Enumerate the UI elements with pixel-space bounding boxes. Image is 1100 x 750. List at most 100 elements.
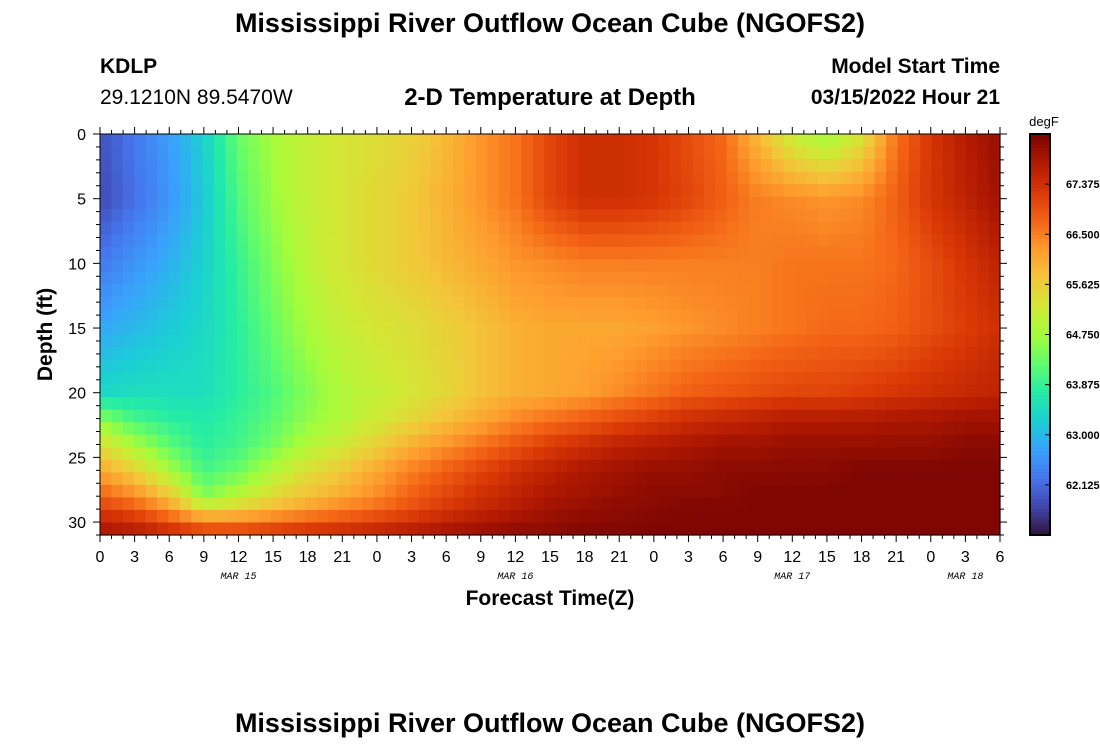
heatmap-cell (168, 134, 181, 148)
heatmap-cell (498, 159, 511, 173)
heatmap-cell (487, 459, 500, 473)
heatmap-cell (897, 447, 910, 461)
heatmap-cell (225, 522, 238, 536)
heatmap-cell (863, 522, 876, 536)
heatmap-cell (886, 384, 899, 398)
heatmap-cell (100, 459, 112, 473)
heatmap-cell (783, 522, 796, 536)
heatmap-cell (498, 397, 511, 411)
heatmap-cell (498, 296, 511, 311)
heatmap-cell (624, 347, 637, 361)
heatmap-cell (806, 296, 819, 311)
colorbar-swatch (1030, 200, 1050, 205)
colorbar-swatch (1030, 234, 1050, 239)
heatmap-cell (407, 134, 420, 148)
heatmap-cell (111, 409, 124, 423)
heatmap-cell (920, 397, 933, 411)
heatmap-cell (589, 259, 602, 273)
heatmap-cell (692, 447, 705, 461)
heatmap-cell (772, 321, 785, 336)
heatmap-cell (624, 321, 637, 336)
heatmap-cell (715, 246, 728, 260)
heatmap-cell (612, 221, 625, 235)
heatmap-cell (681, 409, 693, 423)
heatmap-cell (760, 409, 773, 423)
heatmap-cell (908, 522, 921, 536)
heatmap-cell (829, 196, 842, 210)
heatmap-cell (703, 522, 716, 536)
heatmap-cell (669, 209, 682, 223)
heatmap-cell (817, 196, 830, 210)
heatmap-cell (213, 296, 226, 311)
heatmap-cell (225, 434, 238, 448)
heatmap-cell (669, 359, 682, 373)
heatmap-cell (327, 234, 340, 248)
heatmap-cell (464, 397, 477, 411)
heatmap-cell (396, 271, 409, 285)
heatmap-cell (954, 397, 967, 411)
heatmap-cell (874, 321, 887, 336)
heatmap-cell (407, 397, 420, 411)
heatmap-cell (327, 434, 340, 448)
heatmap-cell (931, 459, 944, 473)
heatmap-cell (760, 397, 773, 411)
heatmap-cell (327, 484, 340, 499)
heatmap-cell (213, 347, 226, 361)
heatmap-cell (510, 221, 523, 235)
heatmap-cell (669, 234, 682, 248)
heatmap-cell (475, 422, 488, 436)
heatmap-cell (567, 146, 580, 160)
heatmap-cell (681, 159, 693, 173)
colorbar-tick-label: 64.750 (1066, 330, 1100, 342)
heatmap-cell (134, 509, 147, 524)
colorbar-swatch (1030, 431, 1050, 436)
heatmap-cell (225, 234, 238, 248)
heatmap-cell (270, 409, 283, 423)
heatmap-cell (544, 347, 557, 361)
heatmap-cell (658, 159, 671, 173)
heatmap-cell (122, 447, 135, 461)
heatmap-cell (156, 159, 169, 173)
heatmap-cell (259, 434, 272, 448)
heatmap-cell (430, 259, 443, 273)
heatmap-cell (612, 397, 625, 411)
heatmap-cell (100, 246, 112, 260)
heatmap-cell (475, 321, 488, 336)
heatmap-cell (453, 484, 466, 499)
heatmap-cell (703, 372, 716, 386)
heatmap-cell (213, 246, 226, 260)
heatmap-cell (498, 422, 511, 436)
heatmap-cell (954, 372, 967, 386)
heatmap-cell (669, 196, 682, 210)
heatmap-cell (327, 271, 340, 285)
heatmap-cell (145, 522, 158, 536)
heatmap-cell (407, 409, 420, 423)
heatmap-cell (475, 171, 488, 185)
heatmap-cell (373, 146, 386, 160)
heatmap-cell (589, 334, 602, 348)
heatmap-cell (453, 497, 466, 511)
heatmap-cell (156, 134, 169, 148)
heatmap-cell (498, 284, 511, 298)
heatmap-cell (350, 196, 363, 210)
heatmap-cell (418, 309, 431, 323)
heatmap-cell (259, 246, 272, 260)
heatmap-cell (601, 321, 614, 336)
heatmap-cell (943, 334, 956, 348)
heatmap-cell (544, 334, 557, 348)
heatmap-cell (783, 259, 796, 273)
heatmap-cell (658, 296, 671, 311)
heatmap-cell (760, 522, 773, 536)
heatmap-cell (111, 271, 124, 285)
heatmap-cell (384, 472, 397, 486)
heatmap-cell (988, 522, 1001, 536)
heatmap-cell (931, 259, 944, 273)
heatmap-cell (612, 522, 625, 536)
heatmap-cell (384, 321, 397, 336)
heatmap-cell (396, 484, 409, 499)
heatmap-cell (532, 171, 545, 185)
heatmap-cell (248, 359, 261, 373)
heatmap-cell (168, 321, 181, 336)
heatmap-cell (954, 359, 967, 373)
heatmap-cell (259, 359, 272, 373)
